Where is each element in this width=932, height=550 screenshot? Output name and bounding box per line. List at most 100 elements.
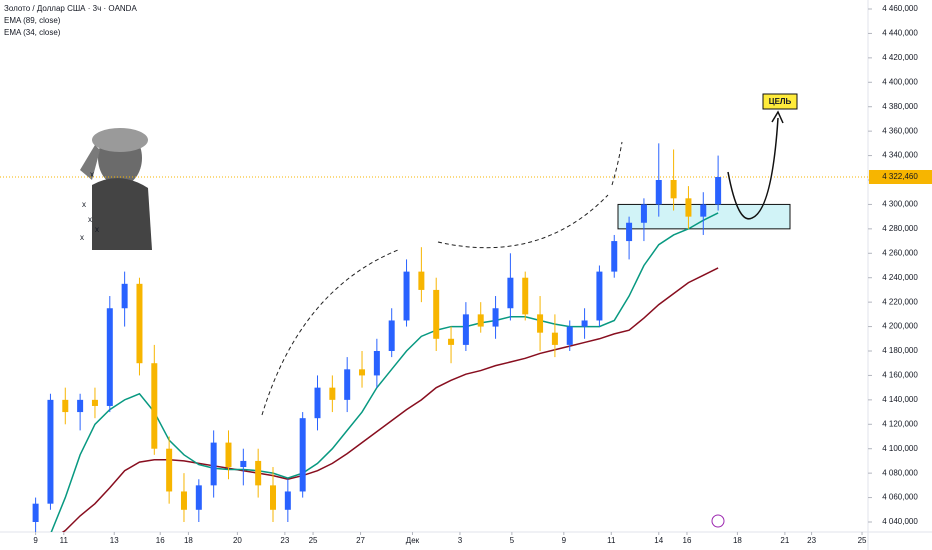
y-tick-label: 4 440,000 [882,29,918,38]
svg-text:x: x [82,200,86,209]
candle-body [373,351,380,376]
candle-body [403,271,410,321]
y-tick-label: 4 280,000 [882,224,918,233]
x-tick-label: 9 [562,536,567,545]
candle-body [492,308,499,327]
svg-text:x: x [88,215,92,224]
candle-body [91,399,98,406]
candle-body [433,289,440,339]
candle-body [329,387,336,400]
y-tick-label: 4 260,000 [882,248,918,257]
candle-body [581,320,588,327]
candle-body [418,271,425,290]
candle-body [314,387,321,419]
x-tick-label: 3 [458,536,463,545]
x-tick-label: 21 [780,536,789,545]
y-tick-label: 4 140,000 [882,395,918,404]
y-tick-label: 4 340,000 [882,151,918,160]
x-tick-label: 5 [510,536,515,545]
event-icon [711,514,725,528]
chart-title: Золото / Доллар США · 3ч · OANDA [4,4,137,13]
candle-body [210,442,217,486]
candle-body [670,180,677,199]
y-tick-label: 4 160,000 [882,371,918,380]
x-tick-label: 25 [309,536,318,545]
candle-body [655,180,662,205]
candle-body [507,277,514,309]
x-tick-label: 14 [654,536,663,545]
x-tick-label: 20 [233,536,242,545]
candle-body [225,442,232,468]
y-tick-label: 4 300,000 [882,200,918,209]
x-tick-label: 11 [60,536,69,545]
candle-body [136,283,143,364]
candle-body [32,503,39,522]
svg-text:x: x [90,170,94,179]
x-tick-label: 23 [280,536,289,545]
target-label: ЦЕЛЬ [769,97,792,106]
candle-body [537,314,544,333]
target-arrow [727,117,779,220]
candle-body [62,399,69,413]
candle-body [448,338,455,345]
legend-entry: EMA (89, close) [4,16,61,25]
candle-body [47,399,54,504]
y-tick-label: 4 180,000 [882,346,918,355]
last-price-box [869,169,932,184]
annotation-arc [437,194,609,249]
candle-body [106,308,113,406]
candle-body [685,198,692,217]
candle-body [299,418,306,492]
y-tick-label: 4 220,000 [882,297,918,306]
candle-body [195,485,202,510]
candle-body [344,369,351,400]
y-tick-label: 4 400,000 [882,77,918,86]
ema-line [50,212,719,532]
candle-body [566,326,573,345]
last-price-label: 4 322,460 [882,172,918,181]
ema-line [61,267,719,532]
candle-body [151,363,158,449]
candle-body [388,320,395,351]
y-tick-label: 4 420,000 [882,53,918,62]
candle-body [640,204,647,223]
candle-body [180,491,187,510]
candle-body [700,204,707,217]
candle-body [359,369,366,376]
svg-text:x: x [80,233,84,242]
arrow-head [771,110,784,124]
x-tick-label: 18 [184,536,193,545]
candle-body [166,448,173,492]
legend-entry: EMA (34, close) [4,28,61,37]
y-tick-label: 4 360,000 [882,126,918,135]
y-tick-label: 4 080,000 [882,468,918,477]
candle-body [270,485,277,510]
annotation-arc [611,141,623,186]
x-tick-label: 18 [733,536,742,545]
y-tick-label: 4 120,000 [882,419,918,428]
y-tick-label: 4 200,000 [882,322,918,331]
x-tick-label: 9 [33,536,38,545]
x-tick-label: 16 [683,536,692,545]
candle-body [626,222,633,242]
y-tick-label: 4 060,000 [882,493,918,502]
candle-body [240,460,247,468]
svg-text:x: x [95,225,99,234]
candle-body [284,491,291,510]
candle-body [121,283,128,309]
candle-body [77,399,84,413]
y-tick-label: 4 100,000 [882,444,918,453]
x-tick-label: 23 [807,536,816,545]
candle-body [551,332,558,345]
pane: ЦЕЛЬ [0,93,868,532]
candle-body [611,241,618,272]
candle-body [462,314,469,345]
x-tick-label: 27 [356,536,365,545]
x-tick-label: 16 [156,536,165,545]
candle-body [477,314,484,327]
x-tick-label: Дек [406,536,420,545]
candle-body [522,277,529,315]
target-box [762,93,798,110]
annotation-arc [261,249,399,416]
